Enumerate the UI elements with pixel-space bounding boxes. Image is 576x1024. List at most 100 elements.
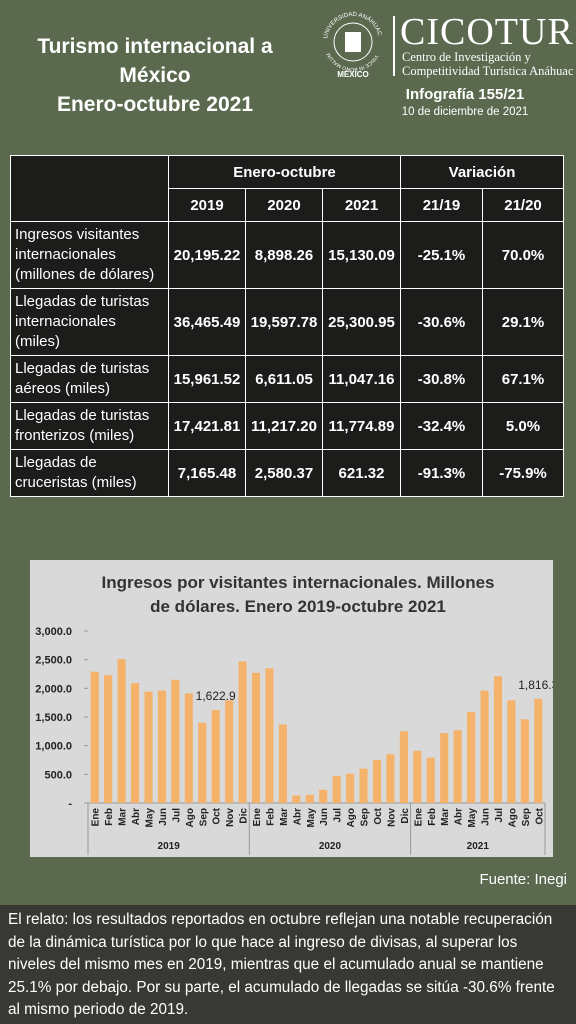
bar (534, 698, 543, 803)
y-tick-label: 2,500.0 (35, 655, 72, 667)
brand-subtitle: Centro de Investigación y Competitividad… (402, 50, 574, 78)
group-label: 2021 (467, 841, 490, 852)
chart-title: de dólares. Enero 2019-octubre 2021 (150, 597, 446, 616)
cell: 5.0% (481, 402, 565, 450)
x-tick-label: Abr (131, 808, 142, 825)
chart-title: Ingresos por visitantes internacionales.… (101, 573, 494, 592)
cell: 7,165.48 (168, 449, 246, 497)
x-tick-label: Jul (171, 808, 182, 823)
bar (305, 794, 314, 803)
brand-subtitle-line: Centro de Investigación y (402, 50, 531, 64)
cell: -30.6% (400, 288, 483, 356)
y-tick-label: 1,000.0 (35, 741, 72, 753)
bar (413, 750, 422, 803)
bar (251, 672, 261, 803)
summary: El relato: los resultados reportados en … (0, 905, 576, 1024)
bar (292, 795, 301, 803)
bar (131, 683, 140, 803)
x-tick-label: Ago (507, 808, 518, 827)
x-tick-label: Ene (252, 808, 263, 827)
x-tick-label: Feb (104, 808, 115, 826)
brand-subtitle-line: Competitividad Turística Anáhuac (402, 64, 574, 78)
cell: 2,580.37 (245, 449, 323, 497)
title-line: Enero-octubre 2021 (56, 93, 254, 116)
bar (90, 671, 99, 803)
cell: 15,130.09 (322, 221, 401, 289)
bar (211, 709, 220, 803)
x-tick-label: Ago (185, 808, 196, 827)
bar (346, 773, 355, 803)
cell: 15,961.52 (168, 355, 246, 403)
y-tick-label: - (68, 798, 72, 810)
column-header: 2021 (322, 188, 401, 222)
x-tick-label: Oct (212, 807, 223, 824)
bar (198, 722, 207, 803)
x-tick-label: Mar (440, 808, 451, 826)
bar (440, 733, 449, 803)
cell: 11,047.16 (322, 355, 401, 403)
x-tick-label: Abr (454, 808, 465, 825)
cell: 8,898.26 (245, 221, 323, 289)
chart: Ingresos por visitantes internacionales.… (30, 560, 553, 857)
x-tick-label: Sep (360, 808, 371, 826)
x-tick-label: May (306, 808, 317, 828)
x-tick-label: Jun (158, 808, 169, 826)
x-tick-label: Nov (386, 808, 397, 827)
y-tick-label: 3,000.0 (35, 626, 72, 638)
x-tick-label: Oct (534, 807, 545, 824)
title: Turismo internacional a México Enero-oct… (0, 32, 310, 119)
cell: 17,421.81 (168, 402, 246, 450)
university-logo: UNIVERSIDAD ANÁHUAC VINCE IN BONO MALUM … (323, 12, 382, 79)
logo-mark (345, 32, 361, 52)
x-tick-label: Jul (494, 808, 505, 823)
x-tick-label: Oct (373, 807, 384, 824)
bar (507, 700, 516, 803)
x-tick-label: Ene (413, 808, 424, 827)
bar (278, 724, 287, 803)
column-header: 2019 (168, 188, 246, 222)
bar (265, 668, 274, 803)
bar (386, 754, 395, 803)
x-tick-label: Dic (239, 808, 250, 824)
group-header: Variación (399, 155, 565, 189)
bar (225, 700, 234, 803)
bar (117, 659, 126, 803)
row-label: Llegadas de turistas aéreos (miles) (10, 355, 169, 403)
y-tick-label: 2,000.0 (35, 683, 72, 695)
header-row: Enero-octubre Variación (10, 155, 565, 222)
x-tick-label: Feb (265, 808, 276, 826)
cell: 19,597.78 (245, 288, 323, 356)
bar (144, 691, 153, 803)
logo-text: VINCE IN BONO MALUM (326, 52, 380, 72)
x-tick-label: Abr (292, 808, 303, 825)
cell: 70.0% (481, 221, 565, 289)
cell: 25,300.95 (322, 288, 401, 356)
cell: 11,217.20 (245, 402, 323, 450)
date: 10 de diciembre de 2021 (401, 106, 529, 118)
x-tick-label: Ene (91, 808, 102, 827)
column-header: 2020 (245, 188, 323, 222)
bar (359, 768, 368, 803)
bar (332, 776, 341, 803)
cell: -30.8% (400, 355, 483, 403)
cell: 67.1% (481, 355, 565, 403)
bar (372, 760, 382, 803)
logo-ring (333, 22, 373, 62)
x-tick-label: Mar (279, 808, 290, 826)
data-label: 1,622.9 (196, 689, 236, 703)
cell: -75.9% (481, 449, 565, 497)
table-container: Enero-octubre Variación 2019 2020 2021 21/19 2… (10, 155, 565, 497)
cell: 36,465.49 (168, 288, 246, 356)
source: Fuente: Inegi (479, 871, 567, 888)
brand: CICOTUR (400, 11, 574, 53)
bar (480, 690, 489, 803)
column-header: 21/19 (400, 188, 483, 222)
x-tick-label: May (467, 808, 478, 828)
row-label: Ingresos visitantes internacionales (mil… (10, 221, 169, 289)
x-tick-label: Dic (400, 808, 411, 824)
bar (493, 676, 502, 803)
group-label: 2020 (319, 841, 342, 852)
x-tick-label: May (144, 808, 155, 828)
bar (184, 693, 193, 803)
corner-cell (10, 155, 169, 222)
